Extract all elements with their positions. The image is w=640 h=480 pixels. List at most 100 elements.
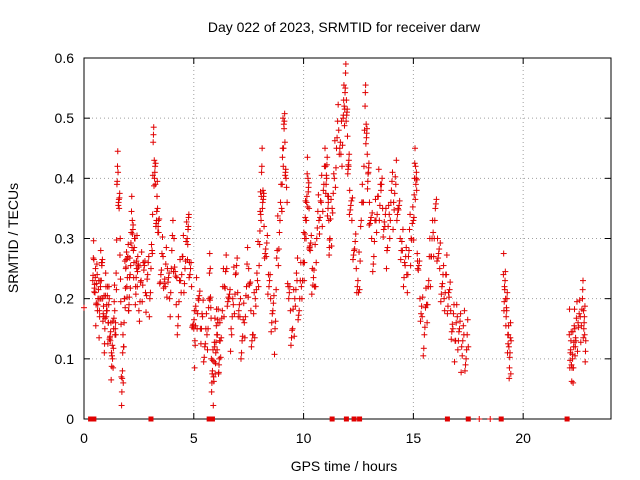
data-point-interp xyxy=(259,145,266,152)
data-point-interp xyxy=(411,160,418,167)
data-point-interp xyxy=(570,339,577,346)
data-point-interp xyxy=(305,179,312,186)
data-point-interp xyxy=(152,163,159,170)
data-point-interp xyxy=(272,318,279,325)
data-point-interp xyxy=(181,280,188,287)
data-point-interp xyxy=(151,175,158,182)
data-point-interp xyxy=(218,334,225,341)
data-point-interp xyxy=(342,70,349,77)
data-point-interp xyxy=(202,340,209,347)
data-point xyxy=(258,163,265,170)
data-point-interp xyxy=(332,164,339,171)
data-point-interp xyxy=(258,169,265,176)
data-point-interp xyxy=(581,319,588,326)
data-point-interp xyxy=(326,237,333,244)
data-point-interp xyxy=(507,334,514,341)
data-point-interp xyxy=(442,289,449,296)
data-point-interp xyxy=(506,354,513,361)
data-point-interp xyxy=(301,230,308,237)
data-point-interp xyxy=(399,226,406,233)
data-point-interp xyxy=(345,161,352,168)
data-point xyxy=(304,175,311,182)
data-point-interp xyxy=(308,291,315,298)
data-point-interp xyxy=(339,163,346,170)
data-point xyxy=(241,319,248,326)
data-point-interp xyxy=(356,286,363,293)
data-point-interp xyxy=(578,306,585,313)
data-point-interp xyxy=(160,285,167,292)
data-point-interp xyxy=(215,369,222,376)
data-point-interp xyxy=(301,259,308,266)
data-point-interp xyxy=(374,211,381,218)
data-point-interp xyxy=(178,271,185,278)
data-point-interp xyxy=(113,270,120,277)
data-point xyxy=(405,247,412,254)
data-point-interp xyxy=(569,328,576,335)
data-point-interp xyxy=(192,322,199,329)
data-point xyxy=(412,163,419,170)
data-point-interp xyxy=(304,154,311,161)
data-point-interp xyxy=(200,297,207,304)
data-point-interp xyxy=(580,277,587,284)
data-point-interp xyxy=(459,337,466,344)
data-point-interp xyxy=(233,270,240,277)
y-tick-label: 0 xyxy=(66,411,74,427)
data-point-interp xyxy=(435,250,442,257)
data-point-interp xyxy=(220,313,227,320)
data-point-interp xyxy=(94,307,101,314)
data-point-interp xyxy=(342,89,349,96)
data-point-interp xyxy=(325,205,332,212)
data-point-interp xyxy=(153,220,160,227)
data-point xyxy=(363,121,370,128)
data-point-interp xyxy=(153,208,160,215)
data-point-interp xyxy=(385,202,392,209)
data-point-interp xyxy=(281,125,288,132)
data-point-interp xyxy=(506,375,513,382)
data-point-interp xyxy=(393,217,400,224)
data-point-interp xyxy=(185,211,192,218)
data-point-interp xyxy=(149,250,156,257)
data-point-interp xyxy=(122,264,129,271)
data-point-interp xyxy=(279,181,286,188)
data-point-interp xyxy=(281,110,288,117)
data-point-interp xyxy=(278,208,285,215)
zero-marker xyxy=(91,416,97,422)
data-point-interp xyxy=(290,306,297,313)
data-point xyxy=(449,325,456,332)
data-point-interp xyxy=(567,357,574,364)
data-point xyxy=(421,331,428,338)
data-point-interp xyxy=(174,331,181,338)
data-point-interp xyxy=(293,270,300,277)
data-point-interp xyxy=(250,310,257,317)
data-point-interp xyxy=(380,233,387,240)
data-point-interp xyxy=(127,262,134,269)
data-point-interp xyxy=(223,252,230,259)
data-point-interp xyxy=(373,229,380,236)
data-point-interp xyxy=(224,298,231,305)
data-point-interp xyxy=(291,333,298,340)
data-point-interp xyxy=(398,238,405,245)
data-point-interp xyxy=(247,279,254,286)
data-point-interp xyxy=(382,205,389,212)
data-point-interp xyxy=(573,315,580,322)
data-point-interp xyxy=(390,226,397,233)
data-point-interp xyxy=(442,271,449,278)
data-point-interp xyxy=(444,303,451,310)
data-point xyxy=(298,283,305,290)
data-point-interp xyxy=(295,312,302,319)
data-point-interp xyxy=(116,190,123,197)
data-point-interp xyxy=(410,214,417,221)
data-point-interp xyxy=(444,310,451,317)
data-point-interp xyxy=(141,258,148,265)
data-point-interp xyxy=(201,354,208,361)
data-point xyxy=(364,151,371,158)
data-point-interp xyxy=(127,240,134,247)
data-point-interp xyxy=(118,388,125,395)
data-point xyxy=(106,295,113,302)
data-point-interp xyxy=(279,115,286,122)
data-point-interp xyxy=(96,334,103,341)
data-point xyxy=(89,277,96,284)
data-point-interp xyxy=(120,379,127,386)
data-point-interp xyxy=(127,285,134,292)
